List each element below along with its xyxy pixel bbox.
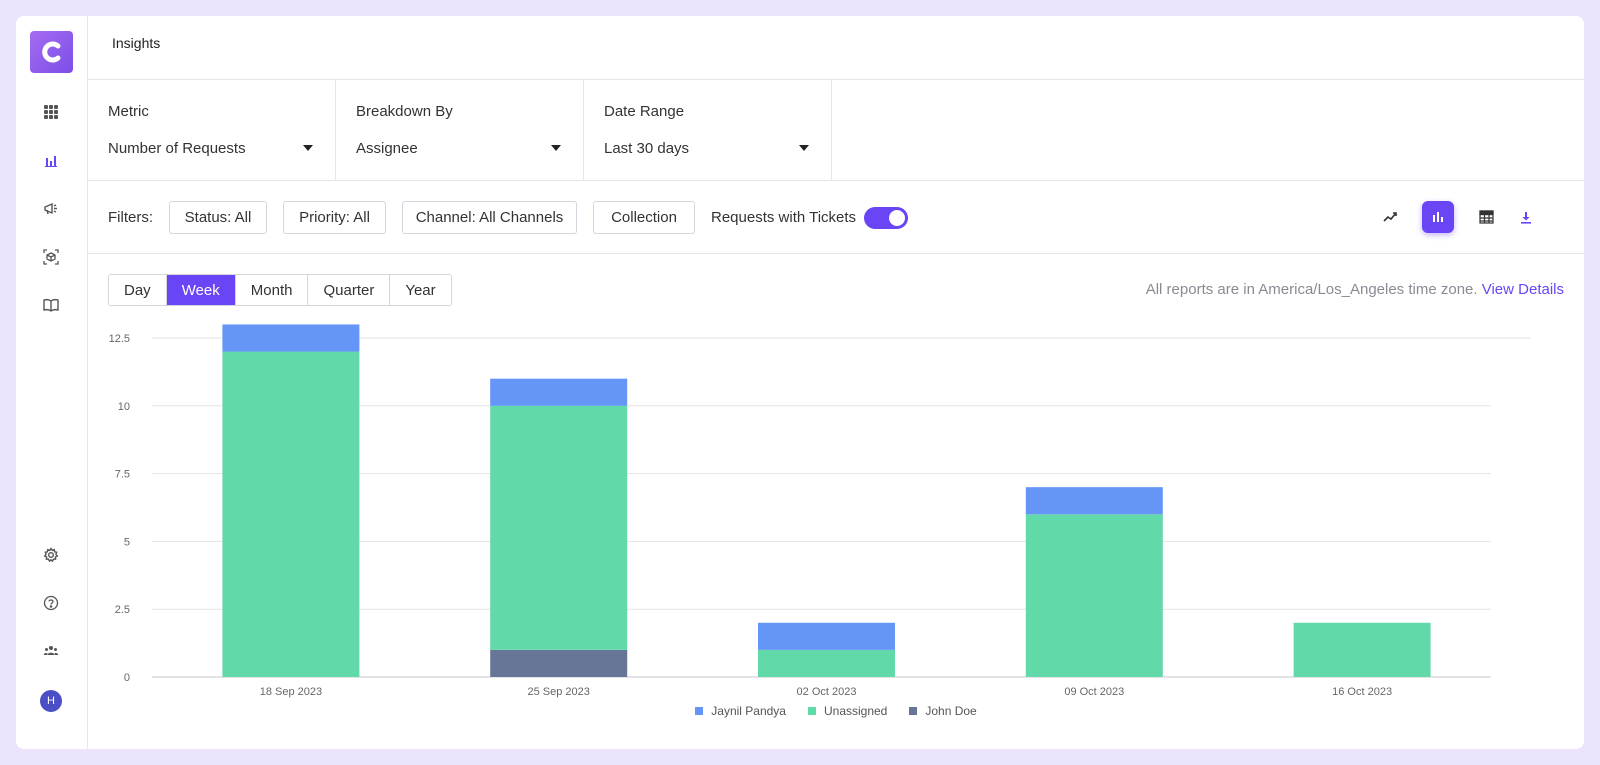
toggle-knob (889, 210, 905, 226)
period-year-button[interactable]: Year (390, 275, 451, 305)
view-details-link[interactable]: View Details (1481, 281, 1564, 298)
period-month-button[interactable]: Month (235, 275, 309, 305)
bar-segment (1025, 487, 1163, 515)
period-quarter-button[interactable]: Quarter (308, 275, 391, 305)
legend-item[interactable]: Unassigned (807, 704, 888, 718)
priority-filter-chip[interactable]: Priority: All (283, 201, 386, 234)
filters-bar: Filters: Status: All Priority: All Chann… (88, 181, 1584, 254)
date-range-value: Last 30 days (604, 140, 690, 157)
period-selector: Day Week Month Quarter Year (108, 274, 452, 306)
report-selectors: Metric Number of Requests Breakdown By A… (88, 80, 1584, 181)
metric-label: Metric (108, 103, 149, 120)
help-icon[interactable] (39, 591, 63, 615)
period-week-button[interactable]: Week (166, 275, 236, 305)
metric-value: Number of Requests (108, 140, 246, 157)
book-icon[interactable] (39, 293, 63, 317)
megaphone-icon[interactable] (39, 197, 63, 221)
x-tick-label: 02 Oct 2023 (797, 686, 857, 698)
bar-chart-icon[interactable] (39, 149, 63, 173)
requests-with-tickets-label: Requests with Tickets (711, 209, 857, 226)
period-day-button[interactable]: Day (109, 275, 167, 305)
line-chart-icon[interactable] (1374, 201, 1406, 233)
download-icon[interactable] (1510, 201, 1542, 233)
date-range-label: Date Range (604, 103, 685, 120)
legend-swatch (807, 707, 816, 715)
breakdown-dropdown[interactable]: Breakdown By Assignee (336, 80, 584, 180)
x-tick-label: 09 Oct 2023 (1064, 686, 1124, 698)
x-tick-label: 16 Oct 2023 (1332, 686, 1392, 698)
requests-with-tickets-toggle[interactable] (864, 207, 908, 229)
bar-segment (490, 378, 628, 406)
table-icon[interactable] (1470, 201, 1502, 233)
bar-segment (758, 649, 895, 677)
y-tick-label: 5 (124, 536, 130, 548)
caret-down-icon (799, 145, 809, 151)
cube-scan-icon[interactable] (39, 245, 63, 269)
breakdown-value: Assignee (356, 140, 418, 157)
apps-grid-icon[interactable] (39, 100, 63, 124)
legend-label: Jaynil Pandya (711, 704, 786, 718)
bar-segment (1293, 622, 1431, 677)
y-tick-label: 12.5 (109, 333, 130, 345)
bar-segment (490, 649, 628, 677)
legend-item[interactable]: Jaynil Pandya (695, 704, 786, 718)
x-tick-label: 18 Sep 2023 (260, 686, 322, 698)
top-bar: Insights (88, 16, 1584, 80)
y-tick-label: 7.5 (115, 469, 130, 481)
sidebar: H (16, 16, 88, 749)
channel-filter-chip[interactable]: Channel: All Channels (402, 201, 577, 234)
filters-label: Filters: (108, 209, 153, 226)
bar-chart-icon[interactable] (1422, 201, 1454, 233)
y-tick-label: 2.5 (115, 604, 130, 616)
bar-segment (1025, 514, 1163, 677)
team-icon[interactable] (39, 639, 63, 663)
y-tick-label: 10 (118, 401, 130, 413)
legend-label: Unassigned (823, 704, 888, 718)
gear-icon[interactable] (39, 543, 63, 567)
metric-dropdown[interactable]: Metric Number of Requests (88, 80, 336, 180)
x-tick-label: 25 Sep 2023 (528, 686, 590, 698)
user-avatar[interactable]: H (40, 690, 62, 712)
legend-swatch (909, 707, 918, 715)
app-window: H Insights Metric Number of Requests Bre… (16, 16, 1584, 749)
app-logo[interactable] (30, 31, 73, 73)
page-title: Insights (112, 35, 161, 51)
bar-segment (222, 324, 360, 352)
breakdown-label: Breakdown By (356, 103, 453, 120)
bar-segment (490, 405, 628, 650)
timezone-note: All reports are in America/Los_Angeles t… (1146, 281, 1564, 298)
bar-segment (222, 351, 360, 677)
chart-legend: Jaynil Pandya Unassigned John Doe (88, 704, 1584, 718)
timezone-text: All reports are in America/Los_Angeles t… (1145, 281, 1478, 298)
y-tick-label: 0 (124, 672, 130, 684)
legend-swatch (695, 707, 704, 715)
date-range-dropdown[interactable]: Date Range Last 30 days (584, 80, 832, 180)
legend-item[interactable]: John Doe (909, 704, 977, 718)
main-content: Insights Metric Number of Requests Break… (88, 16, 1584, 749)
bar-segment (758, 622, 895, 650)
status-filter-chip[interactable]: Status: All (169, 201, 267, 234)
legend-label: John Doe (925, 704, 977, 718)
collection-filter-chip[interactable]: Collection (593, 201, 695, 234)
caret-down-icon (551, 145, 561, 151)
caret-down-icon (303, 145, 313, 151)
